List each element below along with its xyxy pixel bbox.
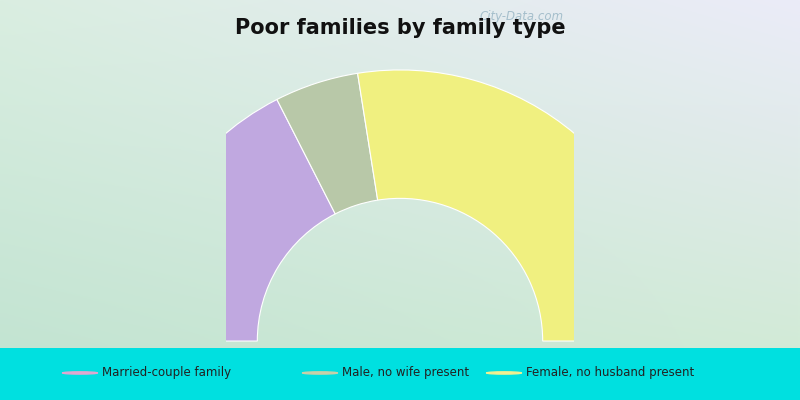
Wedge shape xyxy=(277,73,378,214)
Text: Poor families by family type: Poor families by family type xyxy=(234,18,566,38)
Circle shape xyxy=(486,372,522,374)
Wedge shape xyxy=(358,70,671,341)
Circle shape xyxy=(62,372,98,374)
Text: Female, no husband present: Female, no husband present xyxy=(526,366,694,380)
Circle shape xyxy=(302,372,338,374)
Text: Married-couple family: Married-couple family xyxy=(102,366,231,380)
Text: Male, no wife present: Male, no wife present xyxy=(342,366,470,380)
Wedge shape xyxy=(129,100,335,341)
Text: City-Data.com: City-Data.com xyxy=(479,10,563,24)
